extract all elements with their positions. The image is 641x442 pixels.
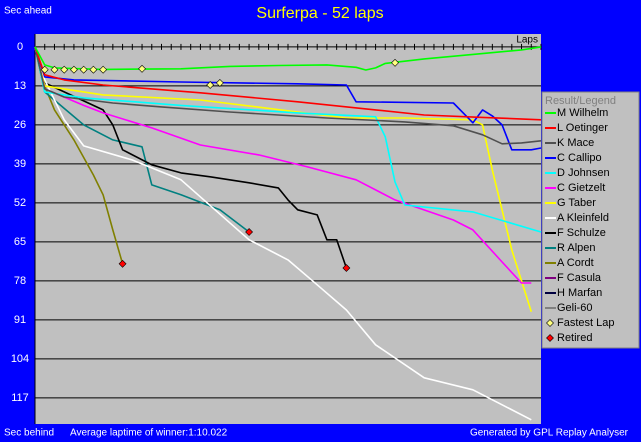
legend-box [541, 91, 640, 349]
retired-marker [245, 228, 254, 236]
legend-label: G Taber [557, 197, 596, 209]
x-label: Laps [516, 35, 538, 46]
legend-label: H Marfan [557, 287, 602, 299]
footer-left: Average laptime of winner:1:10.022 [70, 428, 228, 439]
retired-marker [342, 264, 351, 272]
legend-label: C Callipo [557, 152, 602, 164]
series-line [34, 46, 532, 421]
series-line [34, 46, 532, 284]
y-tick-label: 78 [14, 275, 26, 287]
legend-label: Geli-60 [557, 302, 592, 314]
footer-right: Generated by GPL Replay Analyser [470, 428, 629, 439]
y-label-bottom: Sec behind [4, 428, 54, 439]
y-tick-label: 13 [14, 80, 26, 92]
y-tick-label: 0 [17, 41, 23, 53]
y-tick-label: 65 [14, 236, 26, 248]
series-line [34, 46, 250, 233]
chart-title: Surferpa - 52 laps [256, 5, 383, 22]
series-line [34, 46, 542, 151]
y-label-top: Sec ahead [4, 6, 52, 17]
series-line [34, 46, 542, 233]
series-line [34, 46, 542, 121]
legend-label: F Casula [557, 272, 602, 284]
fastest-lap-marker [206, 81, 215, 89]
series-line [34, 46, 542, 71]
fastest-lap-marker [99, 65, 108, 74]
legend-label: R Alpen [557, 242, 596, 254]
fastest-lap-marker [391, 58, 399, 67]
legend-label: K Mace [557, 137, 594, 149]
legend-label: C Gietzelt [557, 182, 605, 194]
fastest-lap-marker [79, 65, 88, 74]
fastest-lap-marker [215, 78, 224, 87]
series-line [34, 46, 348, 269]
y-tick-label: 39 [14, 158, 26, 170]
legend-label: M Wilhelm [557, 107, 608, 119]
series-line [34, 46, 542, 145]
y-tick-label: 117 [11, 392, 29, 404]
legend-title: Result/Legend [545, 95, 616, 107]
legend-label: L Oetinger [557, 122, 608, 134]
legend-label: D Johnsen [557, 167, 610, 179]
fastest-lap-marker [138, 64, 146, 73]
retired-marker [118, 259, 127, 268]
plot-area [35, 34, 541, 424]
y-tick-label: 52 [14, 197, 26, 209]
legend-label: F Schulze [557, 227, 606, 239]
fastest-lap-marker [89, 65, 98, 74]
legend-label: Retired [557, 332, 592, 344]
legend-marker [546, 319, 554, 327]
y-tick-label: 91 [14, 314, 26, 326]
fastest-lap-marker [50, 65, 59, 74]
legend-label: A Kleinfeld [557, 212, 609, 224]
fastest-lap-marker [60, 65, 69, 74]
y-tick-label: 26 [14, 119, 26, 131]
legend-label: Fastest Lap [557, 317, 614, 329]
legend-label: A Cordt [557, 257, 594, 269]
y-tick-label: 104 [11, 353, 29, 365]
fastest-lap-marker [40, 65, 49, 74]
legend-marker [546, 334, 554, 342]
fastest-lap-marker [69, 65, 78, 74]
